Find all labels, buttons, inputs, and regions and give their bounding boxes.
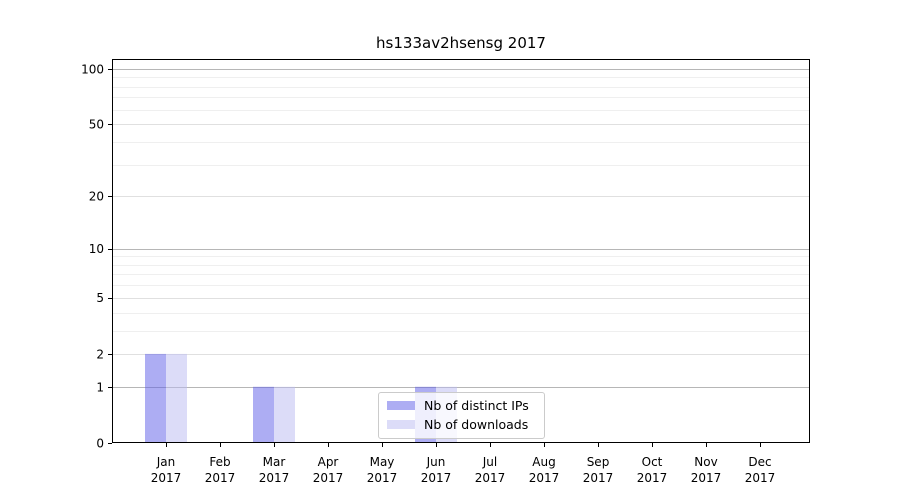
x-tick-year-label: 2017 — [205, 471, 236, 485]
y-tick-label: 5 — [96, 291, 104, 305]
x-tick-year-label: 2017 — [259, 471, 290, 485]
x-tick-year-label: 2017 — [691, 471, 722, 485]
y-tick-label: 2 — [96, 347, 104, 361]
bar-nb-of-distinct-ips — [145, 353, 166, 443]
y-tick-label: 1 — [96, 380, 104, 394]
x-tick-year-label: 2017 — [313, 471, 344, 485]
x-tick-year-label: 2017 — [529, 471, 560, 485]
x-tick-year-label: 2017 — [583, 471, 614, 485]
x-tick-year-label: 2017 — [151, 471, 182, 485]
x-tick-month-label: Mar — [263, 455, 286, 469]
legend-label: Nb of downloads — [424, 417, 529, 432]
x-tick-month-label: May — [370, 455, 395, 469]
x-tick-month-label: Jul — [482, 455, 497, 469]
y-tick-label: 0 — [96, 437, 104, 451]
x-tick-month-label: Sep — [587, 455, 610, 469]
legend-swatch-distinct-ips — [387, 401, 415, 410]
bar-nb-of-downloads — [274, 386, 295, 443]
x-tick-year-label: 2017 — [421, 471, 452, 485]
y-tick-label: 100 — [81, 62, 104, 76]
x-tick-year-label: 2017 — [745, 471, 776, 485]
x-tick-month-label: Aug — [532, 455, 555, 469]
x-tick-month-label: Oct — [642, 455, 663, 469]
legend-swatch-downloads — [387, 420, 415, 429]
plot-border — [112, 59, 810, 443]
x-tick-month-label: Apr — [318, 455, 339, 469]
x-tick-month-label: Jan — [156, 455, 176, 469]
x-tick-year-label: 2017 — [475, 471, 506, 485]
legend-label: Nb of distinct IPs — [424, 398, 529, 413]
x-tick-month-label: Nov — [694, 455, 717, 469]
legend-item: Nb of downloads — [387, 417, 536, 432]
x-tick-year-label: 2017 — [637, 471, 668, 485]
y-tick-label: 50 — [89, 118, 104, 132]
legend-item: Nb of distinct IPs — [387, 398, 536, 413]
legend: Nb of distinct IPs Nb of downloads — [378, 392, 545, 439]
y-tick-label: 20 — [89, 190, 104, 204]
chart-title: hs133av2hsensg 2017 — [376, 34, 546, 52]
x-tick-month-label: Dec — [748, 455, 771, 469]
y-tick-label: 10 — [89, 242, 104, 256]
x-tick-year-label: 2017 — [367, 471, 398, 485]
bar-nb-of-distinct-ips — [253, 386, 274, 443]
x-tick-month-label: Jun — [426, 455, 446, 469]
x-tick-month-label: Feb — [209, 455, 230, 469]
bar-nb-of-downloads — [166, 353, 187, 443]
